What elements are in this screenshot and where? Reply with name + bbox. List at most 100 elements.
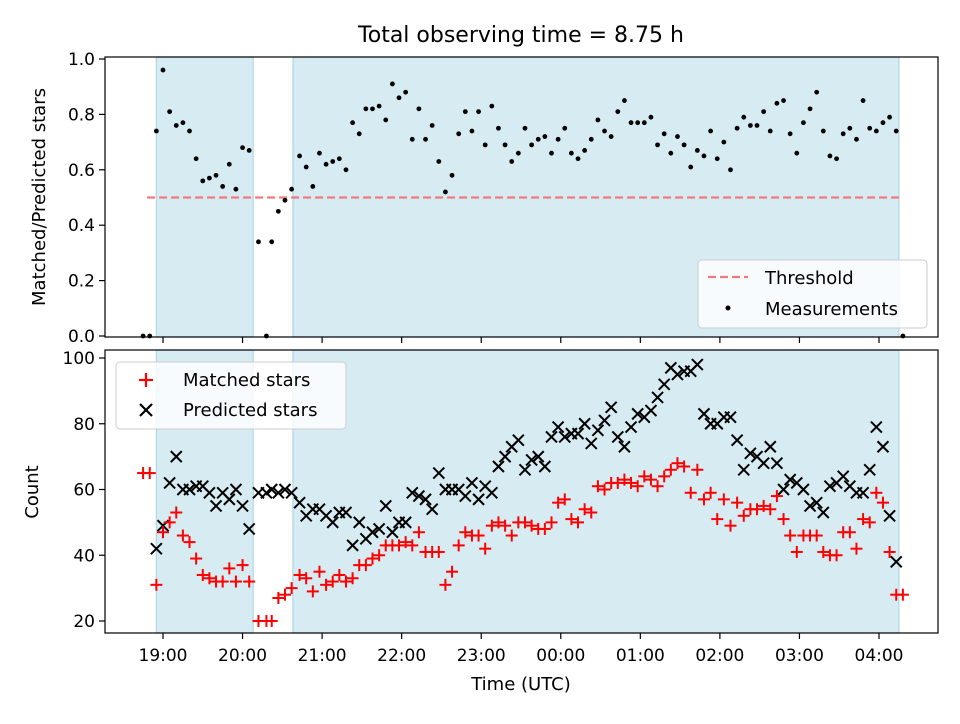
- measurement-point: [774, 100, 780, 106]
- predicted-stars-point: [598, 414, 611, 427]
- measurement-point: [781, 98, 786, 103]
- measurement-point: [655, 142, 660, 148]
- predicted-stars-point: [863, 463, 876, 476]
- measurement-point: [356, 131, 362, 137]
- matched-stars-point: [870, 486, 883, 499]
- measurement-point: [469, 128, 475, 134]
- measurement-point: [887, 114, 893, 120]
- measurement-point: [389, 81, 395, 87]
- measurement-point: [482, 142, 488, 148]
- legend-predicted-swatch: [139, 403, 153, 417]
- matched-stars-point: [399, 536, 412, 549]
- measurement-point: [187, 128, 192, 134]
- matched-stars-point: [876, 496, 889, 509]
- matched-stars-point: [711, 513, 724, 526]
- matched-stars-point: [216, 575, 229, 588]
- measurement-point: [628, 120, 634, 126]
- measurement-point: [867, 125, 873, 131]
- matched-stars-point: [196, 568, 209, 581]
- matched-stars-point: [373, 549, 386, 562]
- predicted-stars-point: [657, 378, 671, 391]
- measurement-point: [834, 156, 839, 162]
- measurement-point: [233, 186, 239, 192]
- measurement-point: [240, 145, 245, 151]
- measurement-point: [873, 128, 879, 134]
- measurement-point: [794, 150, 800, 156]
- measurement-point: [761, 109, 767, 115]
- predicted-stars-point: [229, 483, 243, 496]
- x-tick-label: 04:00: [855, 646, 904, 666]
- matched-stars-point: [439, 578, 452, 591]
- matched-stars-point: [293, 568, 306, 581]
- measurement-point: [140, 333, 146, 339]
- predicted-stars-point: [890, 555, 903, 569]
- measurement-point: [496, 125, 501, 131]
- predicted-stars-point: [783, 473, 797, 486]
- measurement-point: [275, 208, 281, 214]
- legend-measurements-swatch: [725, 305, 731, 311]
- predicted-stars-point: [406, 486, 419, 499]
- matched-stars-point: [306, 585, 319, 598]
- measurement-point: [734, 125, 740, 131]
- predicted-stars-point: [150, 542, 163, 555]
- predicted-stars-point: [876, 440, 890, 453]
- top-y-tick-label: 0.2: [68, 272, 95, 292]
- predicted-stars-point: [242, 522, 256, 536]
- top-y-tick-label: 0.0: [68, 327, 95, 347]
- predicted-stars-point: [339, 506, 353, 519]
- measurement-point: [860, 98, 866, 103]
- measurement-point: [449, 172, 455, 178]
- matched-stars-point: [518, 516, 531, 529]
- predicted-stars-point: [591, 424, 605, 437]
- matched-stars-point: [691, 463, 704, 476]
- predicted-stars-point: [571, 427, 585, 440]
- measurement-point: [226, 161, 232, 167]
- measurement-point: [827, 153, 833, 159]
- predicted-stars-point: [412, 489, 426, 503]
- predicted-stars-point: [624, 420, 638, 434]
- matched-stars-point: [499, 519, 512, 532]
- measurement-point: [370, 106, 375, 112]
- measurement-point: [343, 167, 349, 173]
- top-y-tick-label: 0.6: [68, 161, 95, 181]
- predicted-stars-point: [372, 522, 386, 536]
- matched-stars-point: [243, 575, 256, 588]
- measurement-point: [264, 333, 269, 339]
- top-y-tick-label: 0.8: [68, 105, 95, 125]
- predicted-stars-point: [883, 509, 896, 523]
- predicted-stars-point: [611, 430, 624, 444]
- matched-stars-point: [339, 575, 352, 588]
- measurement-point: [622, 98, 627, 103]
- measurement-point: [200, 178, 206, 184]
- measurement-point: [814, 89, 820, 95]
- legend-matched-label: Matched stars: [183, 370, 310, 391]
- predicted-stars-point: [492, 460, 505, 473]
- matched-stars-point: [644, 473, 657, 486]
- matched-stars-point: [157, 526, 169, 539]
- measurement-point: [246, 148, 252, 153]
- predicted-stars-point: [170, 450, 183, 463]
- measurement-point: [555, 136, 561, 142]
- top-y-axis-ticks: 0.0 0.2 0.4 0.6 0.8 1.0: [68, 50, 105, 347]
- matched-stars-point: [538, 522, 551, 535]
- measurement-point: [409, 136, 415, 142]
- measurement-point: [160, 67, 166, 73]
- predicted-stars-point: [538, 460, 552, 473]
- measurement-point: [180, 120, 186, 126]
- predicted-stars-point: [730, 433, 744, 447]
- measurement-point: [509, 159, 515, 164]
- predicted-stars-point: [532, 450, 545, 463]
- matched-stars-point: [857, 513, 870, 526]
- measurement-point: [880, 120, 886, 126]
- predicted-stars-point: [366, 526, 379, 539]
- matched-stars-point: [578, 503, 591, 516]
- x-tick-label: 22:00: [377, 646, 426, 666]
- legend-matched-swatch: [139, 373, 153, 387]
- measurement-point: [787, 131, 793, 137]
- predicted-stars-point: [498, 450, 512, 463]
- predicted-stars-point: [465, 476, 479, 490]
- matched-stars-point: [671, 457, 684, 470]
- top-y-tick-label: 1.0: [68, 50, 95, 70]
